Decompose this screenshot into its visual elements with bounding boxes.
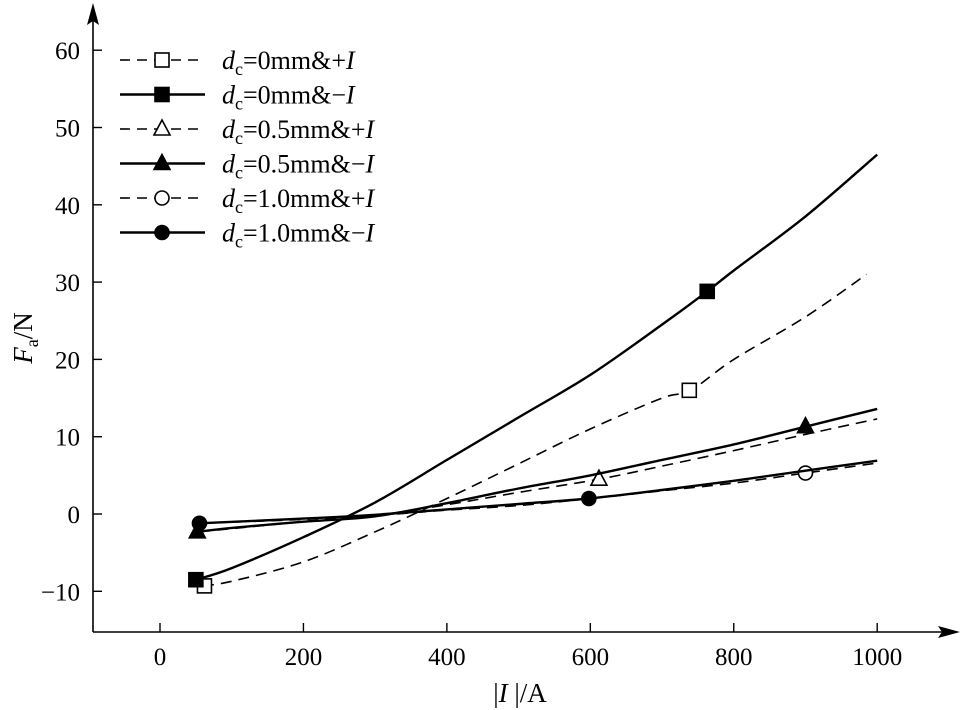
series-line <box>197 407 878 533</box>
axes: 0 200 400 600 800 1000 −10 0 10 20 30 40 50 60 |I |/A F… <box>8 3 960 708</box>
series-1 <box>196 273 867 594</box>
x-tick-label: 400 <box>428 644 466 671</box>
legend-marker <box>152 152 172 171</box>
x-tick-label: 600 <box>572 644 610 671</box>
data-point <box>797 465 814 481</box>
legend-marker <box>154 190 170 206</box>
legend-marker <box>152 118 172 136</box>
y-tick-label: 60 <box>55 38 80 65</box>
legend-marker <box>154 52 170 68</box>
legend-marker <box>154 86 170 103</box>
y-tick-label: 10 <box>55 425 80 452</box>
y-tick-label: 40 <box>55 193 80 220</box>
legend-label: dc=0.5mm&−I <box>222 150 376 183</box>
y-tick-label: 30 <box>55 270 80 297</box>
data-point <box>589 468 609 487</box>
x-tick-label: 200 <box>285 644 323 671</box>
data-point <box>681 382 698 399</box>
series-2 <box>188 153 878 588</box>
legend-label: dc=1.0mm&−I <box>222 219 376 252</box>
series-4 <box>187 407 878 539</box>
y-tick-label: 50 <box>55 116 80 143</box>
series-lines <box>187 153 878 594</box>
y-axis-arrow <box>87 3 99 25</box>
legend-item: dc=0mm&−I <box>120 81 356 114</box>
legend-label: dc=0mm&+I <box>222 46 356 79</box>
series-line <box>199 459 878 525</box>
x-tick-label: 800 <box>715 644 753 671</box>
x-tick-label: 0 <box>154 644 167 671</box>
data-point <box>188 571 204 588</box>
legend-label: dc=0mm&−I <box>222 81 356 114</box>
y-tick-label: −10 <box>41 579 80 606</box>
series-line <box>199 462 878 525</box>
data-point <box>796 415 815 434</box>
series-line <box>202 273 867 587</box>
series-line <box>195 153 878 581</box>
x-axis-arrow <box>938 626 960 638</box>
legend-item: dc=0.5mm&−I <box>120 150 376 183</box>
y-axis-label: Fa/N <box>8 312 42 365</box>
y-tick-label: 20 <box>55 347 80 374</box>
legend: dc=0mm&+Idc=0mm&−Idc=0.5mm&+Idc=0.5mm&−I… <box>120 46 376 252</box>
legend-marker <box>154 224 170 241</box>
x-tick-label: 1000 <box>852 644 902 671</box>
legend-label: dc=0.5mm&+I <box>222 115 376 148</box>
x-axis-label: |I |/A <box>493 678 547 708</box>
series-6 <box>191 459 878 532</box>
series-5 <box>199 462 878 525</box>
legend-item: dc=1.0mm&−I <box>120 219 376 252</box>
legend-label: dc=1.0mm&+I <box>222 184 376 217</box>
data-point <box>581 490 597 507</box>
legend-item: dc=0.5mm&+I <box>120 115 376 148</box>
data-point <box>699 283 716 300</box>
legend-item: dc=1.0mm&+I <box>120 184 376 217</box>
data-point <box>191 515 208 532</box>
y-tick-label: 0 <box>68 502 81 529</box>
legend-item: dc=0mm&+I <box>120 46 356 79</box>
